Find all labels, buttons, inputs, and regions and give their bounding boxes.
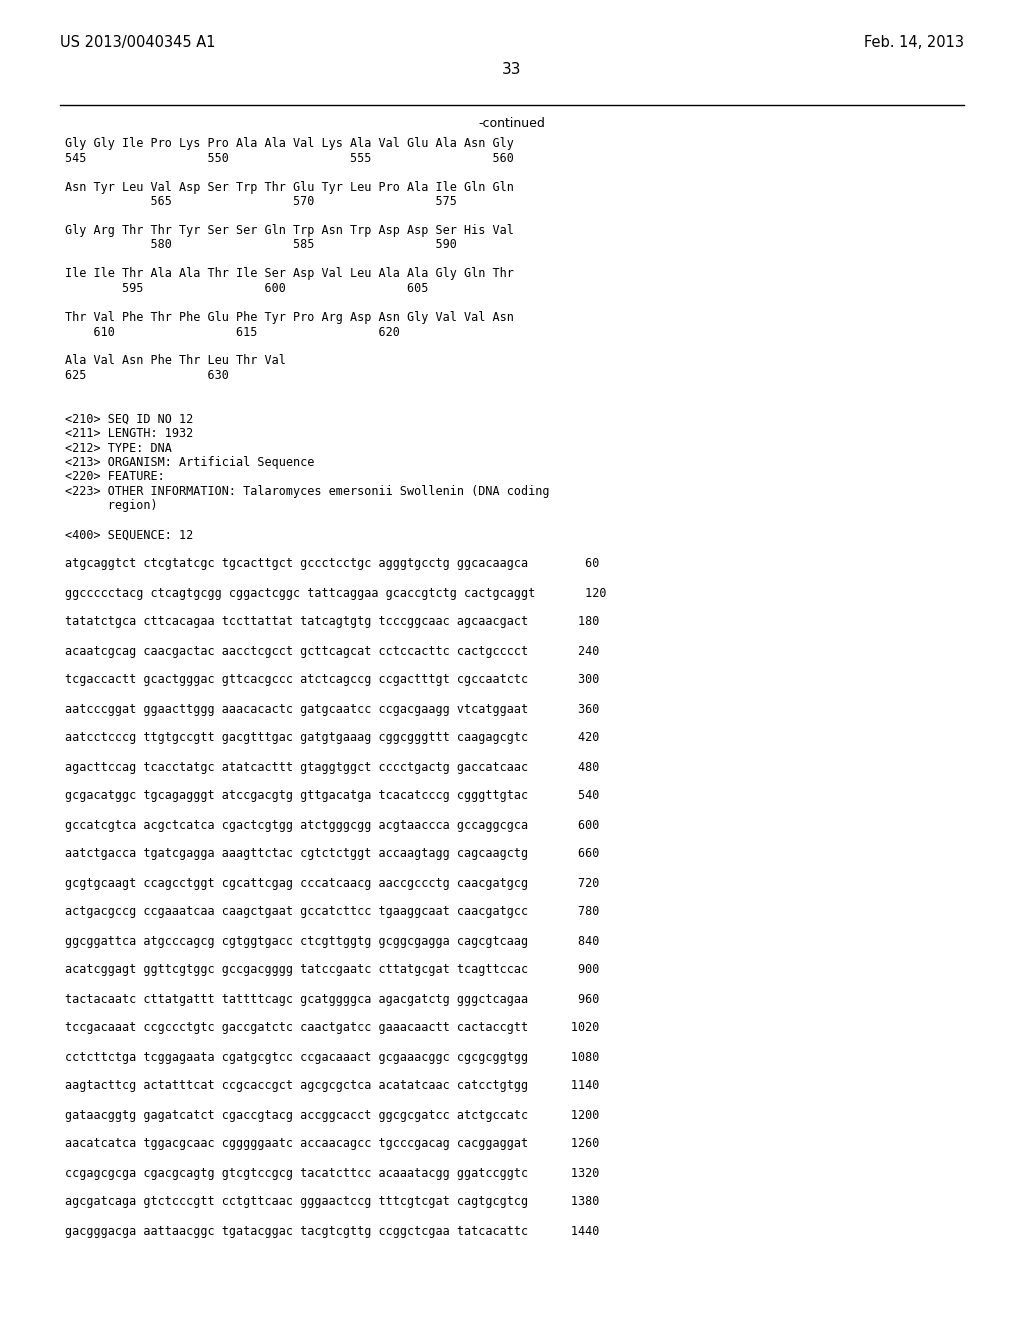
Text: gataacggtg gagatcatct cgaccgtacg accggcacct ggcgcgatcc atctgccatc      1200: gataacggtg gagatcatct cgaccgtacg accggca…: [65, 1109, 599, 1122]
Text: acatcggagt ggttcgtggc gccgacgggg tatccgaatc cttatgcgat tcagttccac       900: acatcggagt ggttcgtggc gccgacgggg tatccga…: [65, 964, 599, 977]
Text: Feb. 14, 2013: Feb. 14, 2013: [864, 36, 964, 50]
Text: ccgagcgcga cgacgcagtg gtcgtccgcg tacatcttcc acaaatacgg ggatccggtc      1320: ccgagcgcga cgacgcagtg gtcgtccgcg tacatct…: [65, 1167, 599, 1180]
Text: aacatcatca tggacgcaac cgggggaatc accaacagcc tgcccgacag cacggaggat      1260: aacatcatca tggacgcaac cgggggaatc accaaca…: [65, 1138, 599, 1151]
Text: Thr Val Phe Thr Phe Glu Phe Tyr Pro Arg Asp Asn Gly Val Val Asn: Thr Val Phe Thr Phe Glu Phe Tyr Pro Arg …: [65, 312, 514, 323]
Text: acaatcgcag caacgactac aacctcgcct gcttcagcat cctccacttc cactgcccct       240: acaatcgcag caacgactac aacctcgcct gcttcag…: [65, 644, 599, 657]
Text: 580                 585                 590: 580 585 590: [65, 239, 457, 252]
Text: agcgatcaga gtctcccgtt cctgttcaac gggaactccg tttcgtcgat cagtgcgtcg      1380: agcgatcaga gtctcccgtt cctgttcaac gggaact…: [65, 1196, 599, 1209]
Text: aatcccggat ggaacttggg aaacacactc gatgcaatcc ccgacgaagg vtcatggaat       360: aatcccggat ggaacttggg aaacacactc gatgcaa…: [65, 702, 599, 715]
Text: gacgggacga aattaacggc tgatacggac tacgtcgttg ccggctcgaa tatcacattc      1440: gacgggacga aattaacggc tgatacggac tacgtcg…: [65, 1225, 599, 1238]
Text: Ala Val Asn Phe Thr Leu Thr Val: Ala Val Asn Phe Thr Leu Thr Val: [65, 355, 286, 367]
Text: <220> FEATURE:: <220> FEATURE:: [65, 470, 165, 483]
Text: aatcctcccg ttgtgccgtt gacgtttgac gatgtgaaag cggcgggttt caagagcgtc       420: aatcctcccg ttgtgccgtt gacgtttgac gatgtga…: [65, 731, 599, 744]
Text: 545                 550                 555                 560: 545 550 555 560: [65, 152, 514, 165]
Text: <211> LENGTH: 1932: <211> LENGTH: 1932: [65, 426, 194, 440]
Text: actgacgccg ccgaaatcaa caagctgaat gccatcttcc tgaaggcaat caacgatgcc       780: actgacgccg ccgaaatcaa caagctgaat gccatct…: [65, 906, 599, 919]
Text: 625                 630: 625 630: [65, 370, 229, 381]
Text: <213> ORGANISM: Artificial Sequence: <213> ORGANISM: Artificial Sequence: [65, 455, 314, 469]
Text: 565                 570                 575: 565 570 575: [65, 195, 457, 209]
Text: US 2013/0040345 A1: US 2013/0040345 A1: [60, 36, 215, 50]
Text: tatatctgca cttcacagaa tccttattat tatcagtgtg tcccggcaac agcaacgact       180: tatatctgca cttcacagaa tccttattat tatcagt…: [65, 615, 599, 628]
Text: gcgtgcaagt ccagcctggt cgcattcgag cccatcaacg aaccgccctg caacgatgcg       720: gcgtgcaagt ccagcctggt cgcattcgag cccatca…: [65, 876, 599, 890]
Text: Asn Tyr Leu Val Asp Ser Trp Thr Glu Tyr Leu Pro Ala Ile Gln Gln: Asn Tyr Leu Val Asp Ser Trp Thr Glu Tyr …: [65, 181, 514, 194]
Text: <223> OTHER INFORMATION: Talaromyces emersonii Swollenin (DNA coding: <223> OTHER INFORMATION: Talaromyces eme…: [65, 484, 550, 498]
Text: tactacaatc cttatgattt tattttcagc gcatggggca agacgatctg gggctcagaa       960: tactacaatc cttatgattt tattttcagc gcatggg…: [65, 993, 599, 1006]
Text: ggcggattca atgcccagcg cgtggtgacc ctcgttggtg gcggcgagga cagcgtcaag       840: ggcggattca atgcccagcg cgtggtgacc ctcgttg…: [65, 935, 599, 948]
Text: ggccccctacg ctcagtgcgg cggactcggc tattcaggaa gcaccgtctg cactgcaggt       120: ggccccctacg ctcagtgcgg cggactcggc tattca…: [65, 586, 606, 599]
Text: <212> TYPE: DNA: <212> TYPE: DNA: [65, 441, 172, 454]
Text: atgcaggtct ctcgtatcgc tgcacttgct gccctcctgc agggtgcctg ggcacaagca        60: atgcaggtct ctcgtatcgc tgcacttgct gccctcc…: [65, 557, 599, 570]
Text: -continued: -continued: [478, 117, 546, 129]
Text: cctcttctga tcggagaata cgatgcgtcc ccgacaaact gcgaaacggc cgcgcggtgg      1080: cctcttctga tcggagaata cgatgcgtcc ccgacaa…: [65, 1051, 599, 1064]
Text: tccgacaaat ccgccctgtc gaccgatctc caactgatcc gaaacaactt cactaccgtt      1020: tccgacaaat ccgccctgtc gaccgatctc caactga…: [65, 1022, 599, 1035]
Text: tcgaccactt gcactgggac gttcacgccc atctcagccg ccgactttgt cgccaatctc       300: tcgaccactt gcactgggac gttcacgccc atctcag…: [65, 673, 599, 686]
Text: gcgacatggc tgcagagggt atccgacgtg gttgacatga tcacatcccg cgggttgtac       540: gcgacatggc tgcagagggt atccgacgtg gttgaca…: [65, 789, 599, 803]
Text: region): region): [65, 499, 158, 512]
Text: agacttccag tcacctatgc atatcacttt gtaggtggct cccctgactg gaccatcaac       480: agacttccag tcacctatgc atatcacttt gtaggtg…: [65, 760, 599, 774]
Text: aatctgacca tgatcgagga aaagttctac cgtctctggt accaagtagg cagcaagctg       660: aatctgacca tgatcgagga aaagttctac cgtctct…: [65, 847, 599, 861]
Text: 610                 615                 620: 610 615 620: [65, 326, 400, 338]
Text: Gly Gly Ile Pro Lys Pro Ala Ala Val Lys Ala Val Glu Ala Asn Gly: Gly Gly Ile Pro Lys Pro Ala Ala Val Lys …: [65, 137, 514, 150]
Text: aagtacttcg actatttcat ccgcaccgct agcgcgctca acatatcaac catcctgtgg      1140: aagtacttcg actatttcat ccgcaccgct agcgcgc…: [65, 1080, 599, 1093]
Text: Gly Arg Thr Thr Tyr Ser Ser Gln Trp Asn Trp Asp Asp Ser His Val: Gly Arg Thr Thr Tyr Ser Ser Gln Trp Asn …: [65, 224, 514, 238]
Text: gccatcgtca acgctcatca cgactcgtgg atctgggcgg acgtaaccca gccaggcgca       600: gccatcgtca acgctcatca cgactcgtgg atctggg…: [65, 818, 599, 832]
Text: <400> SEQUENCE: 12: <400> SEQUENCE: 12: [65, 528, 194, 541]
Text: Ile Ile Thr Ala Ala Thr Ile Ser Asp Val Leu Ala Ala Gly Gln Thr: Ile Ile Thr Ala Ala Thr Ile Ser Asp Val …: [65, 268, 514, 281]
Text: 595                 600                 605: 595 600 605: [65, 282, 428, 294]
Text: 33: 33: [502, 62, 522, 77]
Text: <210> SEQ ID NO 12: <210> SEQ ID NO 12: [65, 412, 194, 425]
